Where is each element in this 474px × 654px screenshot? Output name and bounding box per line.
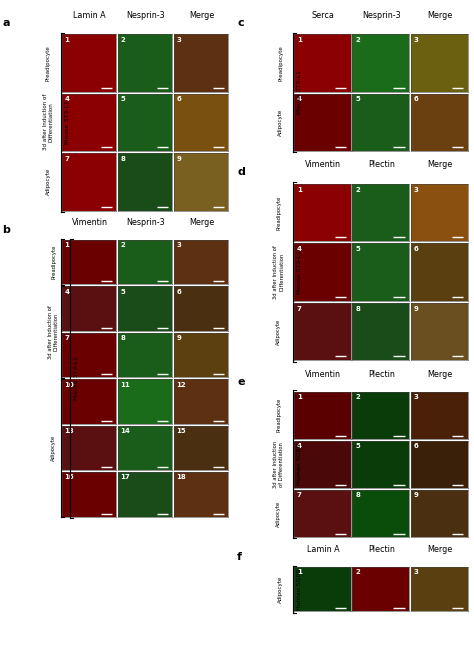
- Text: 2: 2: [355, 394, 360, 400]
- Text: 9: 9: [176, 156, 182, 162]
- Text: 4: 4: [64, 96, 69, 103]
- Text: b: b: [2, 225, 10, 235]
- Text: 3: 3: [414, 37, 419, 43]
- Text: 6: 6: [414, 246, 419, 252]
- Text: Vimentin: Vimentin: [72, 218, 108, 227]
- Text: Mouse 3T3-L1: Mouse 3T3-L1: [74, 356, 79, 400]
- Text: Plectin: Plectin: [368, 545, 395, 554]
- Text: Plectin: Plectin: [368, 370, 395, 379]
- Text: Human SGBS: Human SGBS: [297, 568, 302, 610]
- Text: Lamin A: Lamin A: [307, 545, 339, 554]
- Text: 7: 7: [297, 492, 301, 498]
- Text: 3d after Induction of
Differentiation: 3d after Induction of Differentiation: [48, 305, 59, 359]
- Text: 4: 4: [297, 96, 302, 103]
- Text: Mouse 3T3-L1: Mouse 3T3-L1: [65, 100, 70, 145]
- Text: Merge: Merge: [428, 545, 453, 554]
- Text: Preadipocyte: Preadipocyte: [51, 245, 56, 279]
- Text: 8: 8: [120, 156, 125, 162]
- Text: Nesprin-3: Nesprin-3: [127, 218, 165, 227]
- Text: 2: 2: [355, 37, 360, 43]
- Text: 9: 9: [414, 492, 419, 498]
- Text: 14: 14: [120, 428, 130, 434]
- Text: 1: 1: [64, 242, 69, 249]
- Text: Plectin: Plectin: [368, 160, 395, 169]
- Text: Preadipocyte: Preadipocyte: [278, 45, 283, 80]
- Text: Merge: Merge: [428, 160, 453, 169]
- Text: Adipocyte: Adipocyte: [276, 318, 281, 345]
- Text: 2: 2: [355, 569, 360, 576]
- Text: 8: 8: [355, 492, 360, 498]
- Text: 8: 8: [120, 335, 125, 341]
- Text: 1: 1: [64, 37, 69, 43]
- Text: 2: 2: [355, 186, 360, 193]
- Text: 6: 6: [414, 96, 419, 103]
- Text: 7: 7: [64, 335, 69, 341]
- Text: 18: 18: [176, 474, 186, 481]
- Text: Human SGBS: Human SGBS: [297, 443, 302, 485]
- Text: Vimentin: Vimentin: [305, 370, 341, 379]
- Text: 5: 5: [120, 96, 125, 103]
- Text: 6: 6: [176, 288, 181, 295]
- Text: Serca: Serca: [312, 10, 335, 20]
- Text: 1: 1: [297, 37, 301, 43]
- Text: 6: 6: [176, 96, 181, 103]
- Text: Mouse 3T3-L1: Mouse 3T3-L1: [297, 250, 302, 294]
- Text: Merge: Merge: [189, 218, 214, 227]
- Text: 2: 2: [120, 242, 125, 249]
- Text: e: e: [237, 377, 245, 387]
- Text: 16: 16: [64, 474, 74, 481]
- Text: 3d after Induction
of Differentiation: 3d after Induction of Differentiation: [273, 441, 284, 488]
- Text: Nesprin-3: Nesprin-3: [362, 10, 401, 20]
- Text: 7: 7: [297, 305, 301, 312]
- Text: 8: 8: [355, 305, 360, 312]
- Text: 3: 3: [414, 186, 419, 193]
- Text: Adipocyte: Adipocyte: [278, 576, 283, 603]
- Text: 10: 10: [64, 381, 74, 388]
- Text: 5: 5: [355, 96, 360, 103]
- Text: 3: 3: [414, 394, 419, 400]
- Text: Merge: Merge: [428, 370, 453, 379]
- Text: f: f: [237, 552, 242, 562]
- Text: 1: 1: [297, 394, 301, 400]
- Text: 13: 13: [64, 428, 74, 434]
- Text: Adipocyte: Adipocyte: [51, 435, 56, 461]
- Text: 7: 7: [64, 156, 69, 162]
- Text: Vimentin: Vimentin: [305, 160, 341, 169]
- Text: 5: 5: [120, 288, 125, 295]
- Text: 3: 3: [414, 569, 419, 576]
- Text: Mouse 3T3-L1: Mouse 3T3-L1: [297, 71, 302, 114]
- Text: Preadipocyte: Preadipocyte: [276, 398, 281, 432]
- Text: 2: 2: [120, 37, 125, 43]
- Text: 1: 1: [297, 186, 301, 193]
- Text: Adipocyte: Adipocyte: [278, 109, 283, 136]
- Text: 17: 17: [120, 474, 130, 481]
- Text: 9: 9: [176, 335, 182, 341]
- Text: 3: 3: [176, 37, 182, 43]
- Text: d: d: [237, 167, 245, 177]
- Text: Merge: Merge: [189, 10, 214, 20]
- Text: Lamin A: Lamin A: [73, 10, 106, 20]
- Text: 6: 6: [414, 443, 419, 449]
- Text: 15: 15: [176, 428, 186, 434]
- Text: 3d after Induction of
Differentiation: 3d after Induction of Differentiation: [273, 245, 284, 299]
- Text: 3: 3: [176, 242, 182, 249]
- Text: Adipocyte: Adipocyte: [276, 500, 281, 526]
- Text: Preadipocyte: Preadipocyte: [46, 45, 51, 80]
- Text: 1: 1: [297, 569, 301, 576]
- Text: Nesprin-3: Nesprin-3: [127, 10, 165, 20]
- Text: 5: 5: [355, 246, 360, 252]
- Text: 4: 4: [297, 443, 302, 449]
- Text: c: c: [237, 18, 244, 27]
- Text: 9: 9: [414, 305, 419, 312]
- Text: 4: 4: [297, 246, 302, 252]
- Text: 11: 11: [120, 381, 130, 388]
- Text: a: a: [2, 18, 10, 27]
- Text: Merge: Merge: [428, 10, 453, 20]
- Text: Preadipocyte: Preadipocyte: [276, 196, 281, 230]
- Text: 5: 5: [355, 443, 360, 449]
- Text: 3d after Induction of
Differentiation: 3d after Induction of Differentiation: [43, 94, 54, 150]
- Text: 12: 12: [176, 381, 186, 388]
- Text: Adipocyte: Adipocyte: [46, 168, 51, 196]
- Text: 4: 4: [64, 288, 69, 295]
